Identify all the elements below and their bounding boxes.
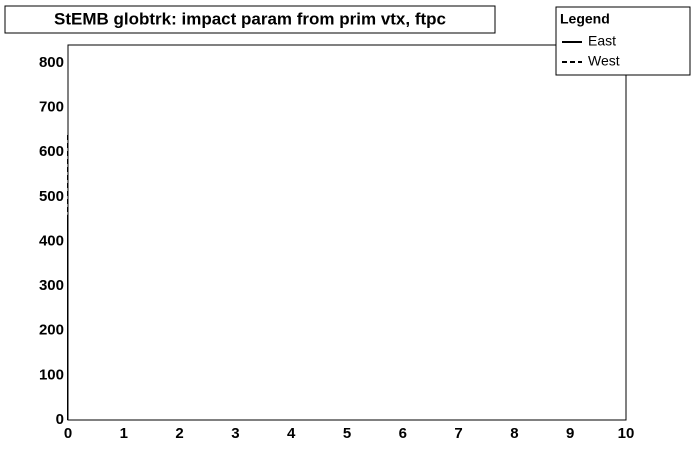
y-tick-label: 500: [39, 188, 64, 205]
x-tick-label: 9: [566, 425, 574, 442]
y-tick-label: 100: [39, 366, 64, 383]
y-tick-label: 600: [39, 143, 64, 160]
x-tick-label: 10: [618, 425, 635, 442]
y-tick-label: 200: [39, 322, 64, 339]
x-tick-label: 3: [231, 425, 239, 442]
legend: Legend East West: [555, 6, 691, 76]
x-tick-label: 8: [510, 425, 518, 442]
y-tick-label: 400: [39, 232, 64, 249]
x-tick-label: 0: [64, 425, 72, 442]
chart-title: StEMB globtrk: impact param from prim vt…: [54, 9, 446, 28]
x-tick-label: 6: [399, 425, 407, 442]
y-tick-label: 700: [39, 99, 64, 116]
title-box: [4, 5, 496, 34]
x-tick-label: 1: [120, 425, 128, 442]
y-tick-label: 800: [39, 54, 64, 71]
legend-title: Legend: [560, 11, 610, 27]
x-tick-label: 7: [454, 425, 462, 442]
legend-label: West: [588, 53, 620, 69]
x-tick-label: 4: [287, 425, 296, 442]
plot-frame: [67, 44, 627, 421]
y-tick-label: 300: [39, 277, 64, 294]
legend-label: East: [588, 33, 616, 49]
x-tick-label: 5: [343, 425, 351, 442]
x-tick-label: 2: [175, 425, 183, 442]
y-tick-label: 0: [56, 411, 64, 428]
